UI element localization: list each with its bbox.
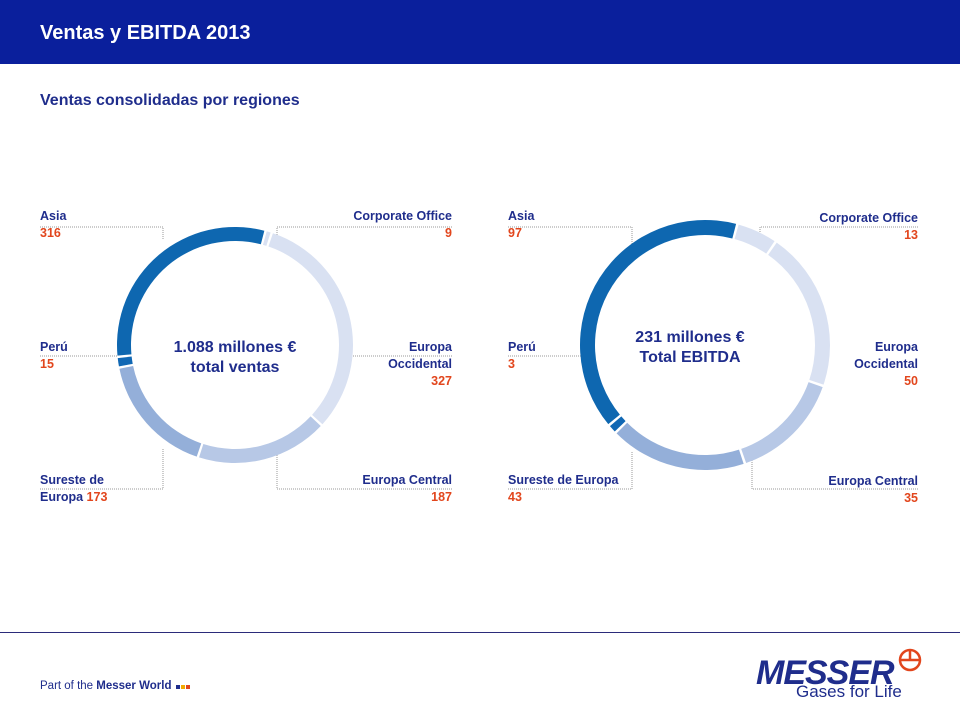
page-title: Ventas y EBITDA 2013 xyxy=(40,22,251,44)
center-text-ebitda: 231 millones € Total EBITDA xyxy=(635,329,745,366)
brand-square-icon xyxy=(185,685,190,689)
label-sureste-ventas: Sureste de Europa 173 xyxy=(40,473,108,504)
label-peru-ventas: Perú 15 xyxy=(40,340,68,371)
center-text-ventas: 1.088 millones € total ventas xyxy=(173,339,297,376)
label-europa-occidental-ventas: Europa Occidental 327 xyxy=(388,340,452,388)
label-asia-ebitda: Asia 97 xyxy=(508,209,535,240)
label-europa-central-ventas: Europa Central 187 xyxy=(362,473,452,504)
label-europa-central-ebitda: Europa Central 35 xyxy=(828,474,918,505)
header-bar: Ventas y EBITDA 2013 xyxy=(0,0,960,64)
ventas-leader-europa-central xyxy=(276,455,452,490)
ebitda-slice-europa-central xyxy=(741,382,823,464)
ebitda-slice-europa-occidental xyxy=(768,242,830,385)
ebitda-leader-sureste xyxy=(508,452,633,490)
label-asia-ventas: Asia 316 xyxy=(40,209,67,240)
footer-divider xyxy=(0,632,960,633)
logo-symbol-icon xyxy=(898,648,922,672)
ventas-slice-europa-occidental xyxy=(268,233,353,425)
ventas-slice-corporate-office xyxy=(262,231,271,246)
footer-tagline: Part of the Messer World xyxy=(40,680,190,692)
ventas-leader-asia xyxy=(40,226,164,240)
ebitda-slice-corporate-office xyxy=(734,224,775,254)
section-subtitle: Ventas consolidadas por regiones xyxy=(40,92,300,109)
label-europa-occidental-ebitda: Europa Occidental 50 xyxy=(854,340,918,388)
label-corporate-ventas: Corporate Office 9 xyxy=(353,209,452,240)
ebitda-leader-europa-central xyxy=(751,452,918,490)
brand-square-icon xyxy=(180,685,185,689)
messer-logo: MESSER Gases for Life xyxy=(752,644,922,704)
ventas-slice-europa-central xyxy=(199,416,321,463)
ebitda-slice-asia xyxy=(580,220,737,425)
ventas-slice-asia xyxy=(116,227,265,356)
label-peru-ebitda: Perú 3 xyxy=(508,340,536,371)
ventas-slice-peru xyxy=(117,356,133,367)
ventas-slice-sureste-europa xyxy=(119,365,202,457)
brand-square-icon xyxy=(175,685,180,689)
ebitda-slice-peru xyxy=(609,416,626,432)
ebitda-slice-sureste-europa xyxy=(616,422,744,470)
label-sureste-ebitda: Sureste de Europa 43 xyxy=(508,473,619,504)
ventas-leader-sureste xyxy=(40,448,164,490)
label-corporate-ebitda: Corporate Office 13 xyxy=(819,211,918,242)
ebitda-leader-asia xyxy=(508,226,633,245)
